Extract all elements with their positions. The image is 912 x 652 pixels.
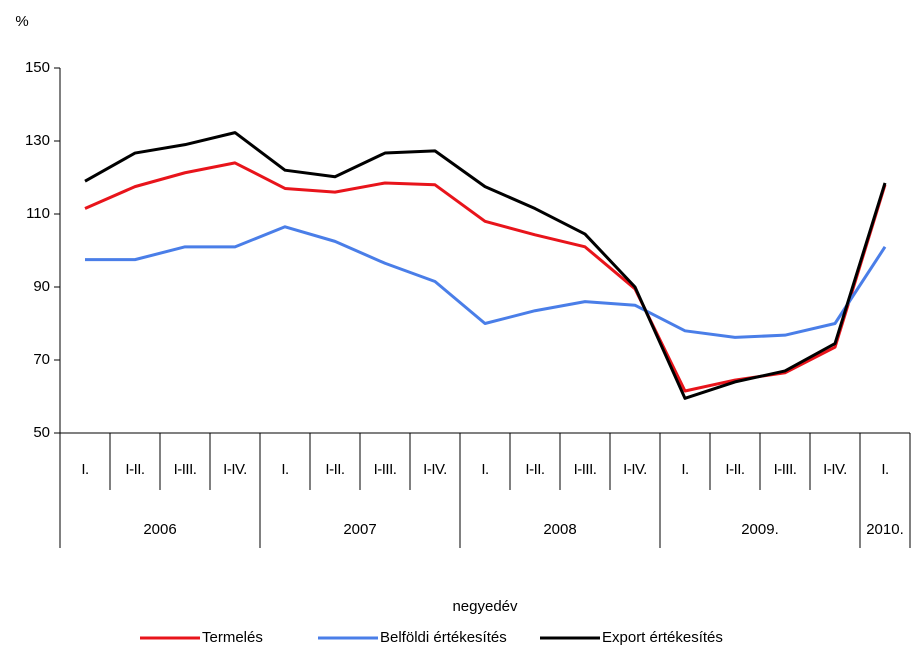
- x-tick-label: I-III.: [174, 461, 197, 478]
- legend-label: Termelés: [202, 629, 263, 646]
- x-tick-label: I.: [681, 461, 688, 478]
- legend-label: Export értékesítés: [602, 629, 723, 646]
- x-tick-label: I.: [481, 461, 488, 478]
- y-tick-label: 150: [25, 59, 50, 76]
- x-tick-label: I.: [81, 461, 88, 478]
- y-tick-label: 110: [26, 205, 50, 222]
- series-line: [84, 131, 887, 400]
- x-tick-label: I.: [881, 461, 888, 478]
- x-tick-label: I-IV.: [823, 461, 847, 478]
- group-label: 2007: [343, 521, 376, 538]
- series-line: [84, 161, 887, 393]
- x-tick-label: I-III.: [374, 461, 397, 478]
- x-tick-label: I.: [281, 461, 288, 478]
- x-tick-label: I-III.: [574, 461, 597, 478]
- y-axis-label: %: [15, 13, 28, 30]
- series-line: [85, 225, 887, 339]
- x-tick-label: I-IV.: [223, 461, 247, 478]
- x-tick-label: I-II.: [725, 461, 744, 478]
- y-tick-label: 90: [33, 278, 50, 295]
- x-tick-label: I-IV.: [423, 461, 447, 478]
- group-label: 2009.: [741, 521, 779, 538]
- y-tick-label: 50: [33, 424, 50, 441]
- legend-label: Belföldi értékesítés: [380, 629, 507, 646]
- x-tick-label: I-III.: [774, 461, 797, 478]
- x-tick-label: I-II.: [325, 461, 344, 478]
- group-label: 2008: [543, 521, 576, 538]
- group-label: 2010.: [866, 521, 904, 538]
- y-tick-label: 70: [33, 351, 50, 368]
- x-tick-label: I-IV.: [623, 461, 647, 478]
- y-tick-label: 130: [25, 132, 50, 149]
- x-axis-label: negyedév: [452, 598, 518, 615]
- x-tick-label: I-II.: [525, 461, 544, 478]
- x-tick-label: I-II.: [125, 461, 144, 478]
- group-label: 2006: [143, 521, 176, 538]
